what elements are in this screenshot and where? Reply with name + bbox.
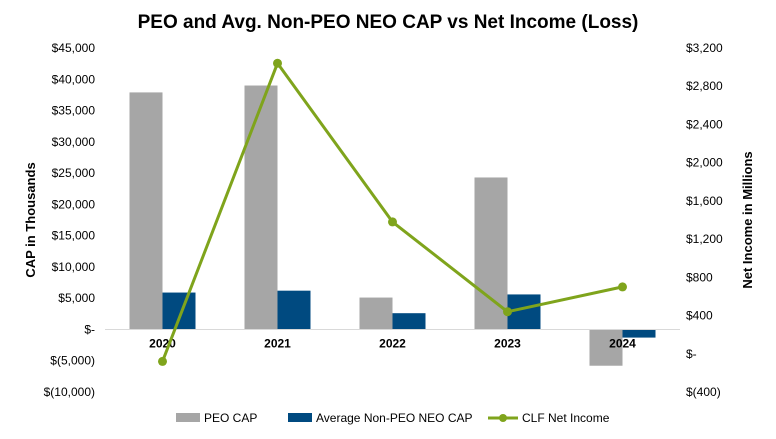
- y2-tick-label: $1,600: [686, 194, 723, 208]
- y-tick-label: $10,000: [52, 260, 96, 274]
- y-tick-label: $5,000: [58, 291, 95, 305]
- y2-tick-label: $2,000: [686, 156, 723, 170]
- line-series: [158, 58, 627, 366]
- category-label: 2021: [264, 336, 291, 350]
- y2-tick-label: $800: [686, 270, 713, 284]
- line-point-2023: [503, 307, 512, 317]
- bar-peo-cap-2023: [474, 177, 508, 330]
- line-point-2024: [618, 282, 627, 292]
- bar-peo-cap-2020: [129, 92, 163, 330]
- bar-peo-cap-2024: [589, 329, 623, 366]
- y2-tick-label: $1,200: [686, 232, 723, 246]
- line-point-2021: [273, 58, 282, 68]
- line-point-2022: [388, 217, 397, 227]
- left-axis: $45,000 $40,000 $35,000 $30,000 $25,000 $20,0…: [44, 41, 96, 399]
- bar-average-non-peo-neo-cap-2021: [277, 290, 311, 330]
- category-label: 2022: [379, 336, 406, 350]
- legend-label-3: CLF Net Income: [522, 411, 610, 425]
- y2-tick-label: $2,800: [686, 79, 723, 93]
- bar-peo-cap-2022: [359, 297, 393, 330]
- y2-tick-label: $400: [686, 309, 713, 323]
- y-tick-label: $40,000: [52, 72, 96, 86]
- legend-label-1: PEO CAP: [204, 411, 257, 425]
- y-tick-label: $30,000: [52, 135, 96, 149]
- chart-title: PEO and Avg. Non-PEO NEO CAP vs Net Inco…: [138, 12, 639, 33]
- y-tick-label: $-: [84, 322, 95, 336]
- category-label: 2023: [494, 336, 521, 350]
- y-tick-label: $45,000: [52, 41, 96, 55]
- y-tick-label: $20,000: [52, 197, 96, 211]
- y-tick-label: $(5,000): [50, 354, 95, 368]
- y-tick-label: $35,000: [52, 104, 96, 118]
- y2-tick-label: $(400): [686, 385, 721, 399]
- right-axis: $3,200 $2,800 $2,400 $2,000 $1,600 $1,200 $800…: [686, 41, 723, 399]
- y2-tick-label: $2,400: [686, 117, 723, 131]
- y-axis-label: CAP in Thousands: [23, 162, 38, 277]
- category-labels: 2020 2021 2022 2023 2024: [149, 336, 636, 350]
- bar-average-non-peo-neo-cap-2020: [162, 292, 196, 330]
- legend-label-2: Average Non-PEO NEO CAP: [316, 411, 473, 425]
- y-tick-label: $(10,000): [44, 385, 95, 399]
- bar-peo-cap-2021: [244, 85, 278, 330]
- legend-marker-3: [499, 414, 507, 422]
- y-tick-label: $15,000: [52, 229, 96, 243]
- category-label: 2024: [609, 336, 636, 350]
- bars: [129, 85, 656, 366]
- bar-average-non-peo-neo-cap-2022: [392, 313, 426, 330]
- line-point-2020: [158, 356, 167, 366]
- y2-tick-label: $3,200: [686, 41, 723, 55]
- legend-swatch-1: [176, 413, 200, 422]
- y2-tick-label: $-: [686, 347, 697, 361]
- y-tick-label: $25,000: [52, 166, 96, 180]
- legend: PEO CAP Average Non-PEO NEO CAP CLF Net In…: [176, 411, 610, 425]
- bar-average-non-peo-neo-cap-2024: [622, 329, 656, 338]
- legend-swatch-2: [288, 413, 312, 422]
- y2-axis-label: Net Income in Millions: [740, 151, 755, 288]
